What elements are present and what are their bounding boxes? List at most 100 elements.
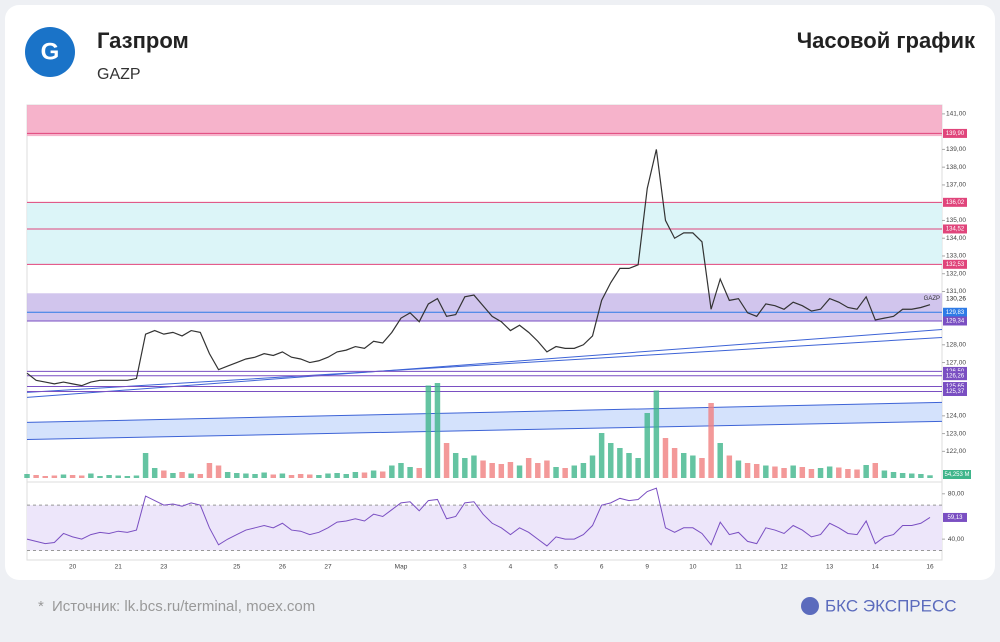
- volume-bar: [51, 475, 58, 478]
- level-tag: [943, 371, 967, 381]
- y-tick-label: 135,00: [946, 217, 966, 224]
- asterisk: *: [38, 598, 44, 615]
- volume-bar: [261, 472, 267, 478]
- volume-bar: [680, 453, 687, 478]
- volume-bar: [179, 472, 185, 478]
- rsi-tick-label: 40,00: [948, 536, 965, 543]
- volume-bar: [370, 470, 377, 478]
- volume-bar: [863, 465, 869, 478]
- ticker-tag: GAZP: [924, 296, 940, 302]
- volume-bar: [97, 476, 103, 478]
- x-tick-label: 5: [554, 564, 558, 571]
- volume-bar: [845, 469, 851, 478]
- volume-bar: [33, 475, 39, 478]
- channel-line: [26, 401, 943, 423]
- y-tick-label: 134,00: [946, 235, 966, 242]
- volume-bar: [325, 473, 331, 478]
- volume-bar: [352, 472, 359, 478]
- rsi-line: [26, 487, 931, 547]
- plot: 122,00 123,00 124,00 127,00 128,00 131,00 132,…: [24, 105, 971, 571]
- volume-bar: [763, 465, 769, 478]
- volume-bar: [781, 468, 787, 478]
- volume-bar: [133, 475, 140, 478]
- level-label: 125,37: [946, 389, 965, 395]
- x-tick-label: Мар: [395, 564, 408, 571]
- title: Газпром: [97, 28, 189, 53]
- chart-kind: Часовой график: [797, 28, 976, 53]
- level-tag: [943, 128, 967, 138]
- rsi-tick-label: 80,00: [948, 491, 965, 498]
- level-tag: [943, 386, 967, 396]
- logo: [25, 27, 75, 77]
- volume-bar: [580, 463, 587, 478]
- volume-bar: [115, 475, 121, 478]
- volume-bar: [817, 468, 824, 478]
- volume-bar: [307, 474, 313, 478]
- volume-bar: [252, 474, 258, 478]
- volume-bar: [899, 473, 906, 478]
- x-tick-label: 23: [160, 564, 168, 571]
- logo-mark: G: [41, 38, 60, 65]
- y-tick-label: 122,00: [946, 448, 966, 455]
- volume-bar: [398, 463, 404, 478]
- x-tick-label: 16: [926, 564, 934, 571]
- x-tick-label: 13: [826, 564, 834, 571]
- volume-bar: [854, 469, 860, 478]
- volume-bar: [489, 463, 495, 478]
- volume-bar: [124, 476, 131, 478]
- volume-bar: [653, 390, 660, 478]
- level-label: 129,83: [946, 310, 965, 316]
- volume-bar: [206, 463, 213, 478]
- price-line: [26, 149, 931, 387]
- volume-bar: [142, 453, 149, 478]
- volume-bar: [608, 443, 614, 478]
- volume-bar: [270, 474, 277, 478]
- volume-bar: [881, 470, 888, 478]
- ticker: GAZP: [97, 66, 141, 83]
- volume-bar: [671, 448, 678, 478]
- volume-bar: [434, 383, 441, 478]
- volume-bar: [224, 472, 231, 478]
- volume-bar: [535, 463, 541, 478]
- x-tick-label: 6: [600, 564, 604, 571]
- x-tick-label: 25: [233, 564, 241, 571]
- zone: [27, 105, 942, 137]
- volume-bar: [161, 470, 167, 478]
- volume-bar: [416, 468, 422, 478]
- plot-frame: [26, 104, 943, 561]
- volume-bar: [516, 465, 523, 478]
- volume-label: 54,253 M: [944, 472, 969, 478]
- volume-bar: [379, 471, 386, 478]
- trendline: [26, 337, 943, 393]
- volume-bar: [617, 448, 623, 478]
- volume-bar: [662, 438, 669, 478]
- volume-bar: [772, 466, 778, 478]
- level-label: 136,02: [946, 200, 965, 206]
- volume-bar: [699, 458, 705, 478]
- level-tag: [943, 382, 967, 392]
- volume-bar: [197, 474, 204, 478]
- level-label: 139,90: [946, 131, 965, 137]
- channel-line: [26, 420, 943, 440]
- volume-bar: [790, 465, 796, 478]
- x-tick-label: 12: [780, 564, 788, 571]
- level-tag: [943, 197, 967, 207]
- rsi-tag: [943, 512, 967, 522]
- volume-tag: [943, 470, 971, 479]
- volume-bar: [525, 458, 532, 478]
- y-tick-label: 141,00: [946, 111, 966, 118]
- volume-bar: [708, 403, 714, 478]
- volume-bar: [909, 473, 915, 478]
- volume-bar: [690, 455, 696, 478]
- zone: [27, 202, 942, 265]
- level-label: 126,26: [946, 373, 965, 379]
- level-label: 132,53: [946, 262, 965, 268]
- volume-bar: [462, 458, 468, 478]
- volume-bar: [288, 475, 295, 478]
- volume-bar: [188, 473, 194, 478]
- volume-bar: [151, 468, 158, 478]
- volume-bar: [24, 474, 30, 478]
- volume-bar: [598, 433, 605, 478]
- y-tick-label: 132,00: [946, 270, 966, 277]
